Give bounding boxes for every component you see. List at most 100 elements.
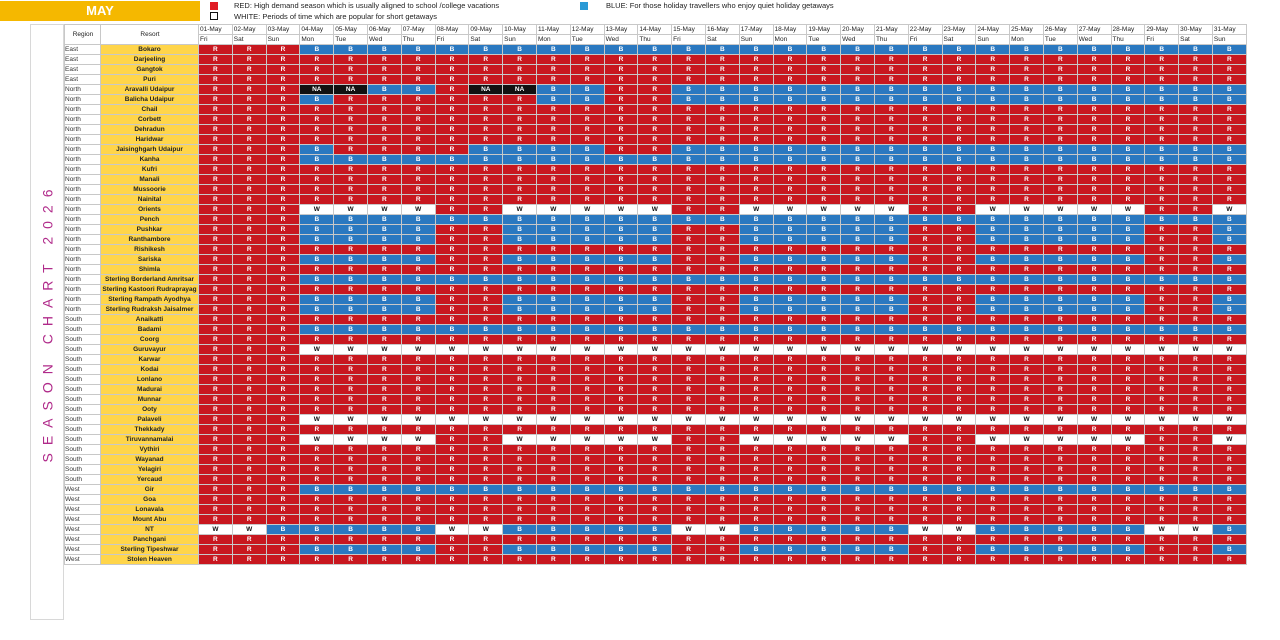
season-cell: B: [975, 484, 1011, 495]
season-cell: B: [671, 214, 706, 225]
season-cell: R: [873, 424, 909, 435]
season-cell: R: [806, 364, 842, 375]
season-cell: R: [1211, 334, 1247, 345]
season-cell: R: [198, 44, 233, 55]
season-cell: R: [941, 474, 977, 485]
region-cell: South: [64, 344, 101, 355]
season-cell: B: [806, 324, 842, 335]
season-cell: R: [941, 424, 977, 435]
season-cell: B: [1178, 214, 1213, 225]
season-cell: B: [873, 524, 909, 535]
season-cell: R: [941, 174, 977, 185]
season-cell: R: [671, 364, 706, 375]
season-cell: R: [299, 284, 335, 295]
season-cell: R: [603, 74, 639, 85]
season-cell: B: [1042, 524, 1078, 535]
season-cell: R: [1178, 394, 1213, 405]
white-legend-text: WHITE: Periods of time which are popular…: [234, 12, 437, 21]
season-cell: R: [1110, 394, 1146, 405]
resort-name-cell: Ranthambore: [100, 234, 199, 245]
season-cell: W: [366, 344, 402, 355]
season-cell: R: [941, 534, 977, 545]
season-cell: R: [637, 284, 673, 295]
weekday-header: Sun: [1211, 34, 1247, 45]
season-cell: R: [265, 104, 301, 115]
season-cell: B: [806, 44, 842, 55]
season-cell: R: [941, 504, 977, 515]
season-cell: R: [806, 124, 842, 135]
season-cell: R: [535, 534, 571, 545]
season-cell: B: [738, 524, 774, 535]
season-cell: R: [671, 254, 706, 265]
season-cell: R: [873, 334, 909, 345]
resort-name-cell: Haridwar: [100, 134, 199, 145]
season-cell: R: [265, 44, 301, 55]
season-cell: R: [1178, 434, 1213, 445]
season-cell: R: [704, 174, 740, 185]
season-cell: R: [198, 94, 233, 105]
season-cell: R: [231, 444, 267, 455]
season-cell: R: [231, 244, 267, 255]
region-cell: North: [64, 84, 101, 95]
date-header: 07-May: [400, 24, 436, 35]
weekday-header: Sun: [738, 34, 774, 45]
season-cell: R: [569, 54, 605, 65]
season-cell: R: [772, 374, 808, 385]
season-cell: R: [265, 374, 301, 385]
season-cell: R: [1211, 364, 1247, 375]
season-cell: R: [468, 504, 504, 515]
season-cell: R: [1009, 424, 1044, 435]
resort-name-cell: Sterling Kastoori Rudraprayag: [100, 284, 199, 295]
season-cell: R: [468, 184, 504, 195]
season-cell: R: [1144, 244, 1180, 255]
season-cell: R: [1042, 364, 1078, 375]
date-header: 03-May: [265, 24, 301, 35]
season-cell: R: [1178, 304, 1213, 315]
season-cell: R: [975, 74, 1011, 85]
season-cell: W: [1211, 344, 1247, 355]
season-cell: R: [265, 404, 301, 415]
season-cell: R: [333, 54, 368, 65]
season-cell: B: [1110, 224, 1146, 235]
season-cell: B: [1076, 274, 1112, 285]
season-cell: B: [434, 44, 470, 55]
season-cell: R: [1076, 554, 1112, 565]
weekday-header: Thu: [873, 34, 909, 45]
season-cell: R: [535, 554, 571, 565]
season-cell: R: [1178, 504, 1213, 515]
season-cell: B: [535, 304, 571, 315]
season-cell: R: [569, 394, 605, 405]
season-cell: B: [772, 544, 808, 555]
region-cell: North: [64, 294, 101, 305]
resort-name-cell: Mount Abu: [100, 514, 199, 525]
season-cell: R: [333, 104, 368, 115]
season-cell: R: [1144, 474, 1180, 485]
season-cell: R: [603, 314, 639, 325]
region-cell: North: [64, 94, 101, 105]
season-cell: B: [1076, 44, 1112, 55]
season-cell: R: [704, 184, 740, 195]
season-cell: R: [941, 64, 977, 75]
season-cell: B: [366, 274, 402, 285]
weekday-header: Sat: [231, 34, 267, 45]
season-cell: R: [738, 74, 774, 85]
season-cell: R: [569, 404, 605, 415]
season-cell: R: [738, 54, 774, 65]
season-cell: R: [333, 384, 368, 395]
season-cell: R: [637, 244, 673, 255]
season-cell: R: [1076, 374, 1112, 385]
season-cell: W: [772, 414, 808, 425]
season-cell: R: [1178, 474, 1213, 485]
region-cell: North: [64, 254, 101, 265]
season-cell: R: [265, 264, 301, 275]
season-cell: R: [434, 284, 470, 295]
season-cell: R: [569, 164, 605, 175]
season-cell: R: [231, 264, 267, 275]
season-cell: R: [806, 504, 842, 515]
season-cell: R: [840, 134, 875, 145]
season-cell: B: [1042, 294, 1078, 305]
season-cell: R: [873, 124, 909, 135]
season-cell: R: [738, 504, 774, 515]
season-cell: R: [1076, 454, 1112, 465]
season-cell: R: [468, 234, 504, 245]
